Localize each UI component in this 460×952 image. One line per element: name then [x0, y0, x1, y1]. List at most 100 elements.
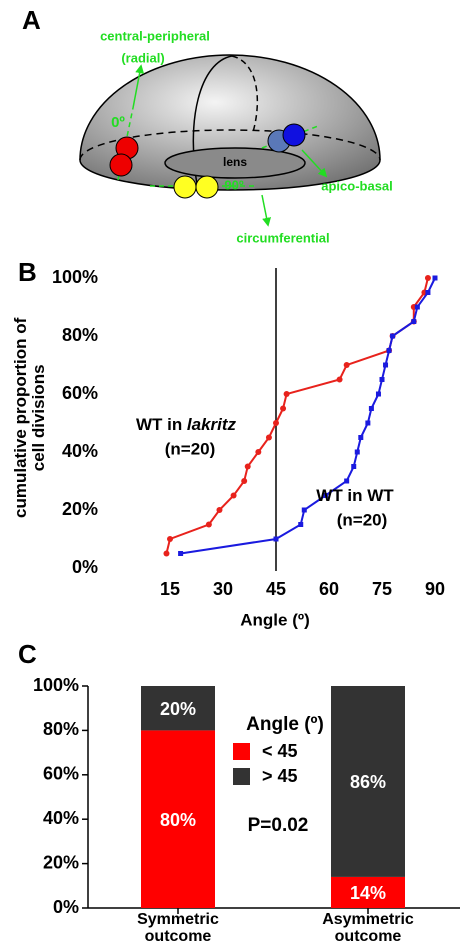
bar-segment: [141, 686, 215, 731]
marker: [386, 348, 392, 353]
cell: [109, 153, 133, 177]
marker: [383, 362, 389, 368]
lens: [164, 147, 306, 179]
marker: [358, 435, 364, 440]
marker: [379, 377, 385, 382]
series-line: [180, 277, 436, 555]
marker: [244, 463, 251, 470]
x-tick-label: 15: [160, 579, 180, 599]
marker: [336, 376, 343, 383]
x-tick-label: 60: [319, 579, 339, 599]
marker: [178, 551, 184, 556]
cell: [282, 123, 306, 147]
marker: [273, 536, 279, 542]
annotation: P=0.02: [248, 815, 309, 836]
cell: [173, 175, 197, 199]
y-tick-label: 100%: [52, 267, 98, 287]
y-tick-label: 0%: [53, 897, 79, 917]
y-tick-label: 80%: [62, 325, 98, 345]
y-tick-label: 60%: [43, 764, 79, 784]
marker: [344, 478, 350, 484]
marker: [265, 434, 272, 441]
y-tick-label: 20%: [43, 852, 79, 872]
marker: [216, 507, 223, 513]
x-tick-label: 90: [425, 579, 445, 599]
marker: [301, 507, 307, 513]
marker: [365, 420, 371, 426]
bar-segment: [331, 876, 405, 908]
marker: [411, 319, 417, 324]
angle-label: 90º: [224, 177, 243, 192]
marker: [425, 290, 431, 295]
axis-label: circumferential: [236, 230, 329, 245]
marker: [414, 304, 420, 310]
legend-swatch: [233, 743, 250, 760]
y-tick-label: 20%: [62, 499, 98, 519]
marker: [230, 492, 237, 499]
marker: [375, 391, 381, 397]
value-label: 80%: [160, 810, 196, 830]
y-tick-label: 100%: [33, 675, 79, 695]
y-tick-label: 40%: [62, 441, 98, 461]
axis-label: central-peripheral: [100, 28, 210, 43]
dome-diagram: lens central-peripheral (radial) 0º 90º …: [79, 28, 393, 245]
marker: [298, 522, 304, 527]
marker: [432, 275, 438, 281]
series-label: WT in lakritz: [136, 415, 237, 434]
marker: [280, 405, 287, 412]
marker: [241, 478, 248, 484]
y-axis-title: cumulative proportion of cell divisions: [11, 317, 48, 518]
series-n: (n=20): [165, 439, 216, 458]
y-tick-label: 40%: [43, 808, 79, 828]
apico-basal-arrow: [301, 149, 328, 178]
marker: [283, 391, 290, 397]
y-tick-label: 0%: [72, 557, 98, 577]
axis-label: apico-basal: [321, 178, 393, 193]
panel-letter: C: [18, 639, 37, 669]
marker: [255, 449, 262, 455]
radial-arrow: [132, 64, 145, 109]
marker: [368, 406, 374, 411]
marker: [390, 333, 396, 339]
series-label-part: WT in WT: [316, 486, 394, 505]
axis-label: (radial): [121, 50, 164, 65]
equator-back: [79, 129, 381, 161]
marker: [163, 550, 170, 557]
series-n: (n=20): [337, 510, 388, 529]
x-tick-label: 30: [213, 579, 233, 599]
marker: [273, 420, 279, 426]
value-label: 20%: [160, 699, 196, 719]
marker: [205, 521, 212, 528]
legend-swatch: [233, 768, 250, 785]
y-tick-label: 80%: [43, 719, 79, 739]
series-label: WT in WT: [316, 486, 394, 505]
legend-label: > 45: [262, 766, 298, 786]
x-tick-label: 45: [266, 579, 286, 599]
x-axis-title: Angle (º): [240, 610, 309, 629]
value-label: 86%: [350, 772, 386, 792]
legend-label: < 45: [262, 741, 298, 761]
x-tick-label: Symmetric outcome: [137, 911, 219, 945]
panel-letter: A: [22, 5, 41, 35]
legend-title: Angle (º): [246, 714, 324, 735]
marker: [351, 464, 357, 469]
x-tick-label: Asymmetric outcome: [322, 911, 414, 945]
y-tick-label: 60%: [62, 383, 98, 403]
marker: [167, 536, 173, 542]
x-tick-label: 75: [372, 579, 392, 599]
lens-label: lens: [223, 155, 247, 169]
angle-label: 0º: [111, 114, 125, 131]
marker: [322, 493, 328, 498]
series-label-part: WT in: [136, 415, 187, 434]
value-label: 14%: [350, 883, 386, 903]
bar-segment: [331, 686, 405, 877]
marker: [354, 449, 360, 455]
bar-segment: [141, 730, 215, 908]
cell: [195, 175, 219, 199]
marker: [343, 362, 350, 368]
marker: [424, 275, 431, 281]
series-label-part: lakritz: [187, 415, 237, 434]
circumferential-arrow: [261, 194, 272, 227]
